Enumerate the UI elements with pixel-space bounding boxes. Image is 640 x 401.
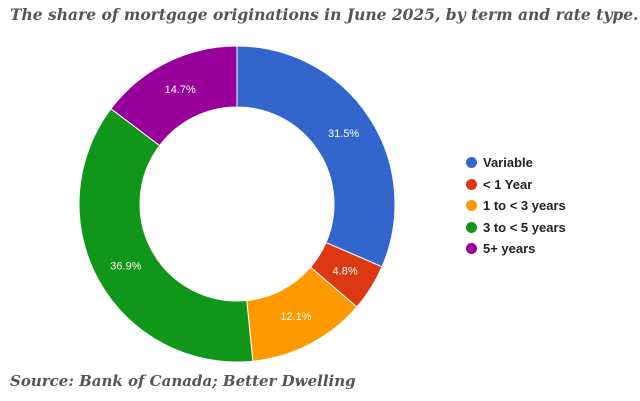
slice-label-variable: 31.5% — [328, 128, 359, 140]
slice-label-1-to-3-years: 12.1% — [280, 311, 311, 323]
legend-label: Variable — [483, 155, 533, 171]
legend-item-under-1-year[interactable]: < 1 Year — [466, 174, 566, 196]
chart-source: Source: Bank of Canada; Better Dwelling — [10, 372, 356, 390]
legend-item-variable[interactable]: Variable — [466, 152, 566, 174]
donut-slices — [78, 45, 396, 363]
legend-swatch — [466, 200, 477, 212]
legend-swatch — [466, 157, 477, 169]
legend-label: 1 to < 3 years — [483, 198, 566, 214]
slice-label-1-year: 4.8% — [333, 266, 358, 278]
slice-5-years[interactable] — [110, 45, 238, 147]
legend-swatch — [466, 221, 477, 233]
slice-3-to-5-years[interactable] — [78, 108, 254, 363]
slice-label-5-years: 14.7% — [165, 84, 196, 96]
legend-item-3-to-5-years[interactable]: 3 to < 5 years — [466, 217, 566, 239]
legend-item-5-plus-years[interactable]: 5+ years — [466, 238, 566, 260]
legend-swatch — [466, 243, 477, 255]
slice-label-3-to-5-years: 36.9% — [110, 260, 141, 272]
legend-item-1-to-3-years[interactable]: 1 to < 3 years — [466, 195, 566, 217]
legend-label: 3 to < 5 years — [483, 219, 566, 235]
legend-label: < 1 Year — [483, 176, 533, 192]
legend-swatch — [466, 178, 477, 190]
chart-legend: Variable < 1 Year 1 to < 3 years 3 to < … — [466, 152, 566, 260]
chart-title: The share of mortgage originations in Ju… — [10, 5, 639, 24]
slice-labels: 31.5% 4.8% 12.1% 36.9% 14.7% — [110, 84, 359, 323]
slice-variable[interactable] — [236, 45, 396, 268]
legend-label: 5+ years — [483, 241, 536, 257]
